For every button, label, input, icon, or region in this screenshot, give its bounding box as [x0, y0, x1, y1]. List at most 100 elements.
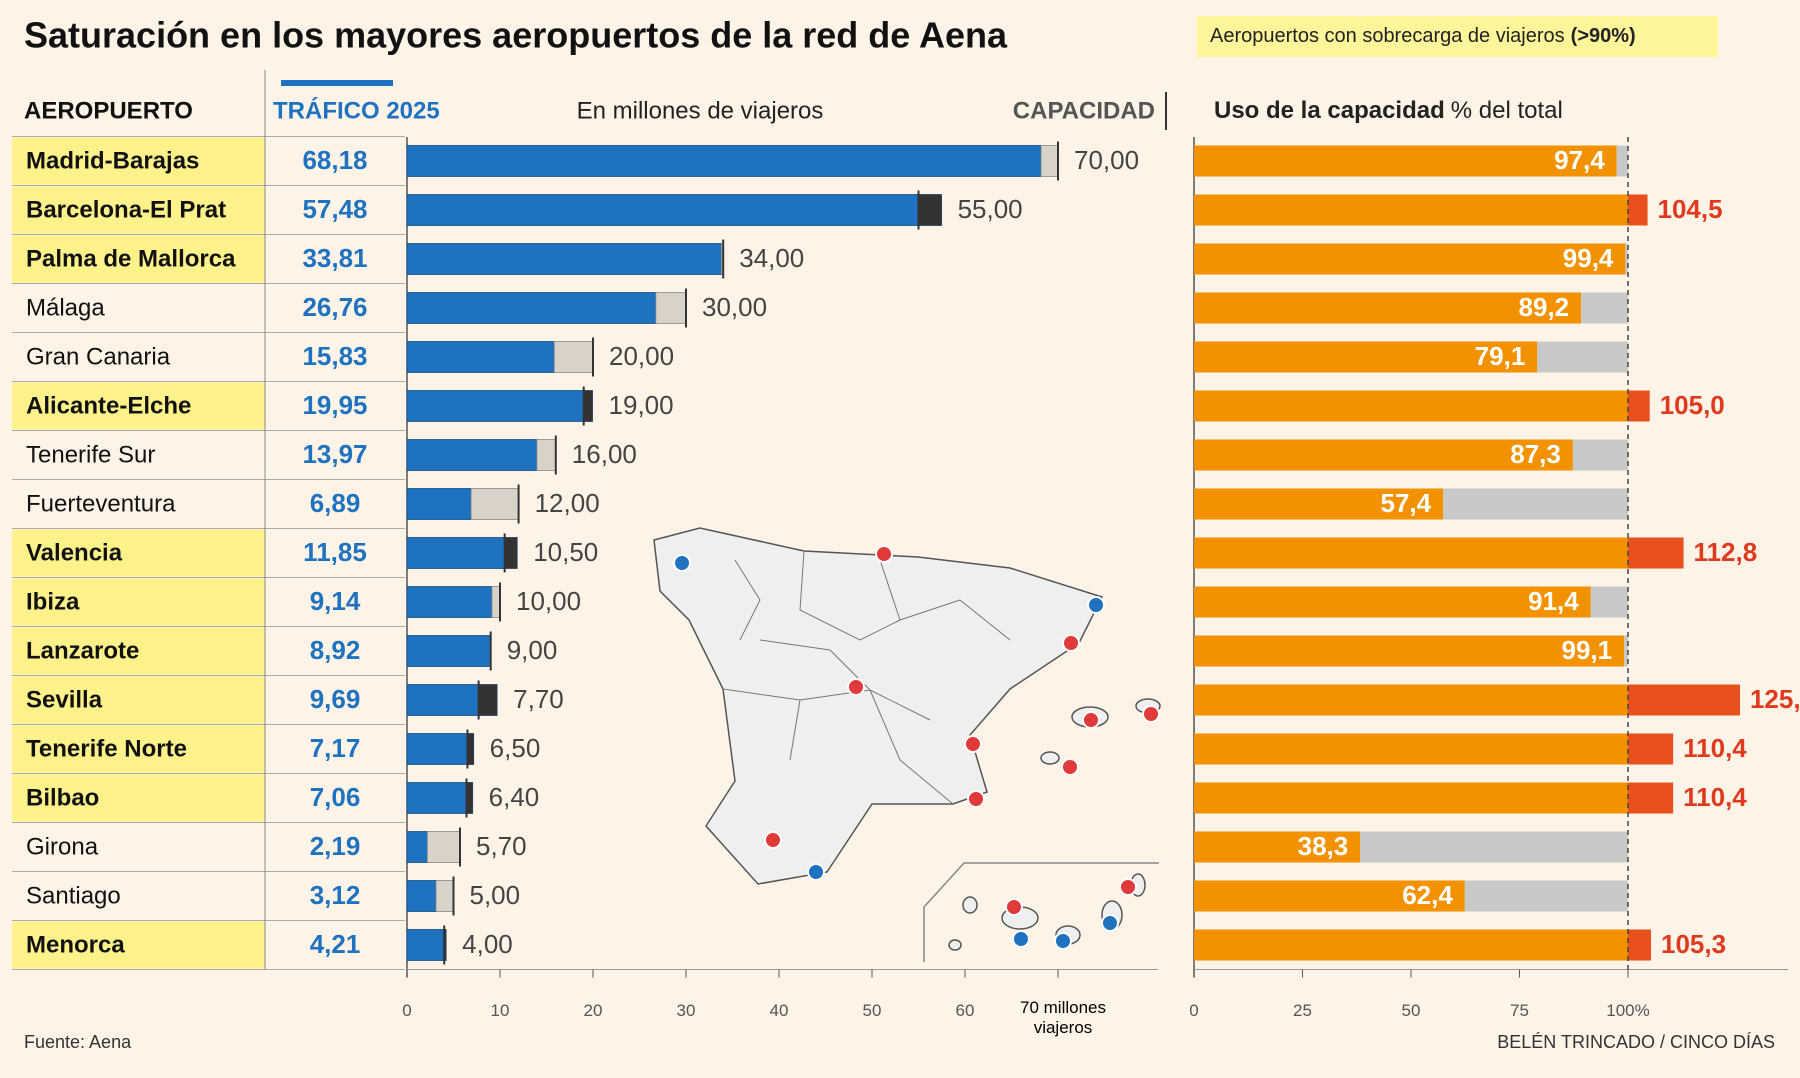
x-tick-label: 20 [584, 1001, 603, 1020]
usage-remaining [1590, 586, 1628, 618]
capacity-remaining [536, 439, 557, 471]
traffic-marker [281, 80, 393, 86]
legend-capacity: CAPACIDAD [1013, 97, 1155, 124]
usage-excess [1628, 390, 1650, 422]
usage-bar [1194, 537, 1628, 569]
usage-remaining [1537, 341, 1628, 373]
capacity-label: 55,00 [958, 194, 1023, 224]
traffic-bar [406, 439, 538, 471]
usage-label: 125,8 [1750, 684, 1800, 714]
capacity-remaining [491, 586, 501, 618]
usage-label: 99,4 [1563, 243, 1614, 273]
capacity-label: 9,00 [507, 635, 558, 665]
map-dot [673, 554, 691, 572]
x-tick-label: 100% [1606, 1001, 1649, 1020]
x-tick-label: 75 [1510, 1001, 1529, 1020]
capacity-label: 34,00 [739, 243, 804, 273]
airport-name: Palma de Mallorca [26, 245, 236, 272]
map-dot [1012, 930, 1030, 948]
traffic-bar [406, 880, 437, 912]
capacity-remaining [1040, 145, 1059, 177]
row-highlight [12, 725, 265, 773]
usage-bar [1194, 782, 1628, 814]
credit: BELÉN TRINCADO / CINCO DÍAS [1497, 1032, 1775, 1052]
capacity-remaining [655, 292, 687, 324]
usage-remaining [1625, 243, 1628, 275]
airport-name: Barcelona-El Prat [26, 196, 226, 223]
usage-label: 112,8 [1694, 537, 1758, 567]
usage-remaining [1581, 292, 1628, 324]
row-highlight [12, 235, 265, 283]
map-island [1040, 751, 1060, 765]
usage-bar [1194, 390, 1628, 422]
map-dot [1101, 914, 1119, 932]
map-dot [1087, 596, 1105, 614]
airport-name: Sevilla [26, 686, 103, 713]
usage-excess [1628, 537, 1684, 569]
capacity-excess [504, 537, 518, 569]
airport-name: Girona [26, 833, 99, 860]
capacity-label: 10,00 [516, 586, 581, 616]
capacity-label: 30,00 [702, 292, 767, 322]
usage-label: 110,4 [1683, 782, 1747, 812]
map-dot [967, 790, 985, 808]
capacity-label: 5,70 [476, 831, 527, 861]
row-highlight [12, 186, 265, 234]
airport-name: Santiago [26, 882, 121, 909]
usage-bar [1194, 929, 1628, 961]
usage-remaining [1624, 635, 1628, 667]
traffic-label: 6,89 [310, 488, 361, 518]
traffic-bar [406, 145, 1042, 177]
usage-bar [1194, 586, 1591, 618]
usage-label: 104,5 [1658, 194, 1723, 224]
map-dot [964, 735, 982, 753]
usage-bar [1194, 194, 1628, 226]
traffic-label: 19,95 [302, 390, 367, 420]
right-title-main: Uso de la capacidad [1214, 97, 1445, 124]
usage-remaining [1616, 145, 1628, 177]
traffic-label: 26,76 [302, 292, 367, 322]
capacity-label: 6,50 [490, 733, 541, 763]
row-highlight [12, 774, 265, 822]
airport-name: Gran Canaria [26, 343, 171, 370]
airport-name: Málaga [26, 294, 105, 321]
usage-bar [1194, 292, 1582, 324]
row-highlight [12, 382, 265, 430]
map-regions [722, 550, 1011, 805]
usage-label: 110,4 [1683, 733, 1747, 763]
capacity-label: 4,00 [462, 929, 513, 959]
usage-remaining [1572, 439, 1628, 471]
map-dot [1119, 878, 1137, 896]
traffic-label: 68,18 [302, 145, 367, 175]
row-highlight [12, 921, 265, 969]
traffic-label: 9,14 [310, 586, 361, 616]
badge-highlight: (>90%) [1571, 25, 1636, 47]
traffic-label: 7,17 [310, 733, 361, 763]
capacity-label: 20,00 [609, 341, 674, 371]
capacity-remaining [470, 488, 519, 520]
airport-name: Valencia [26, 539, 123, 566]
traffic-bar [406, 390, 593, 422]
capacity-excess [467, 733, 474, 765]
traffic-label: 15,83 [302, 341, 367, 371]
traffic-label: 33,81 [302, 243, 367, 273]
capacity-label: 19,00 [609, 390, 674, 420]
map-inset [923, 862, 1159, 962]
x-tick-label: 0 [1189, 1001, 1198, 1020]
row-highlight [12, 137, 265, 185]
usage-remaining [1443, 488, 1628, 520]
usage-excess [1628, 684, 1740, 716]
capacity-remaining [426, 831, 461, 863]
x-tick-label: 10 [491, 1001, 510, 1020]
traffic-bar [406, 782, 474, 814]
traffic-bar [406, 929, 447, 961]
traffic-label: 9,69 [310, 684, 361, 714]
map-dot [764, 831, 782, 849]
row-header: AEROPUERTO [24, 97, 193, 124]
airport-name: Fuerteventura [26, 490, 176, 517]
usage-label: 105,0 [1660, 390, 1725, 420]
usage-remaining [1464, 880, 1628, 912]
x-tick-label-box: 70 millones viajeros [1020, 998, 1106, 1037]
traffic-label: 13,97 [302, 439, 367, 469]
